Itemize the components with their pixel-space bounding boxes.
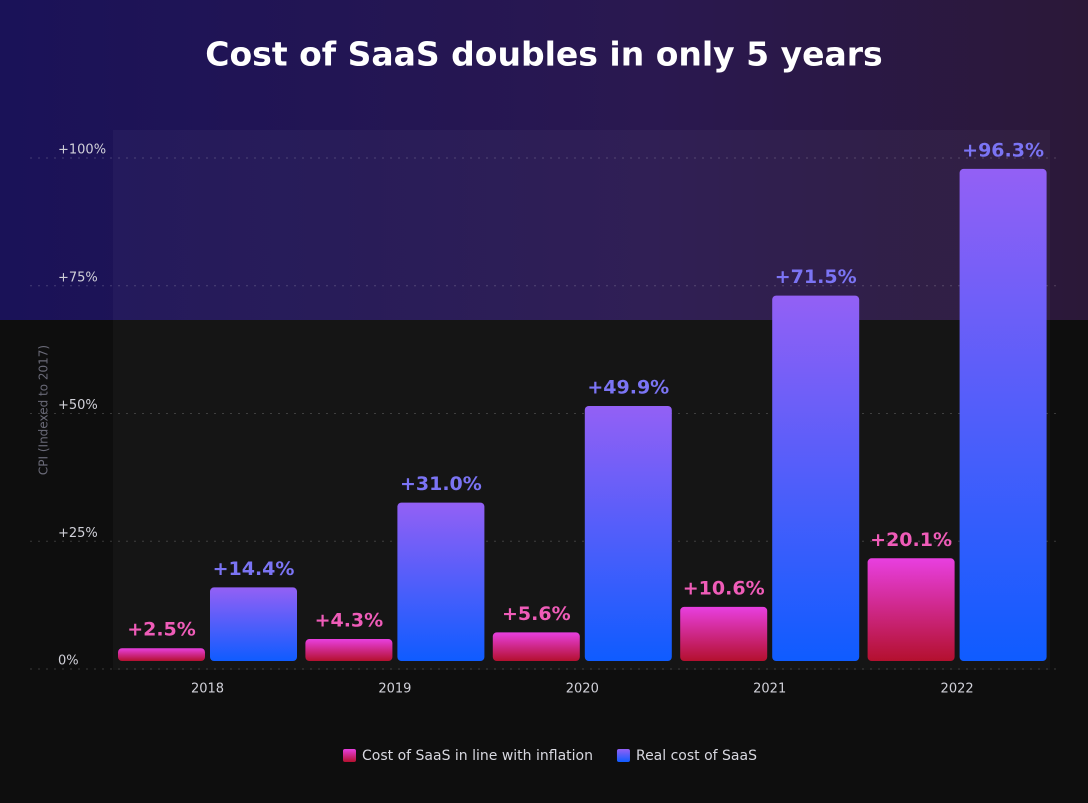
value-label: +2.5% (127, 619, 196, 641)
bar (959, 168, 1047, 662)
value-label: +5.6% (502, 603, 571, 625)
bar (305, 639, 393, 661)
value-label: +20.1% (870, 529, 952, 551)
bar (118, 648, 205, 661)
y-axis-label: CPI (Indexed to 2017) (37, 345, 51, 475)
x-tick-label: 2018 (191, 682, 224, 697)
y-tick-label: +25% (58, 526, 98, 541)
background-band (0, 0, 1088, 320)
bar (492, 632, 580, 661)
bar (397, 502, 485, 661)
value-label: +14.4% (213, 558, 295, 580)
value-label: +10.6% (683, 577, 765, 599)
y-tick-label: 0% (58, 654, 79, 669)
legend-label: Cost of SaaS in line with inflation (362, 748, 593, 764)
bar (772, 295, 860, 661)
value-label: +4.3% (315, 610, 384, 632)
bar (210, 587, 297, 661)
bar (584, 406, 672, 661)
value-label: +96.3% (962, 139, 1044, 161)
x-tick-label: 2020 (566, 682, 599, 697)
x-tick-label: 2022 (941, 682, 974, 697)
value-label: +31.0% (400, 473, 482, 495)
x-tick-label: 2021 (753, 682, 786, 697)
legend-swatch (343, 749, 356, 762)
legend-swatch (616, 749, 630, 762)
y-tick-label: +50% (58, 398, 98, 413)
value-label: +49.9% (587, 377, 669, 399)
x-tick-label: 2019 (378, 682, 411, 697)
bar (680, 606, 768, 661)
chart-title: Cost of SaaS doubles in only 5 years (205, 35, 882, 74)
bar (867, 558, 955, 661)
legend: Cost of SaaS in line with inflation Real … (343, 748, 757, 764)
y-tick-label: +75% (58, 270, 98, 285)
y-tick-label: +100% (58, 143, 106, 158)
value-label: +71.5% (775, 266, 857, 288)
legend-label: Real cost of SaaS (636, 748, 757, 764)
